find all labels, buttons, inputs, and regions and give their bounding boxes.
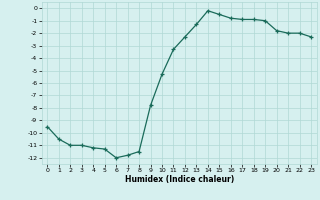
X-axis label: Humidex (Indice chaleur): Humidex (Indice chaleur)	[124, 175, 234, 184]
